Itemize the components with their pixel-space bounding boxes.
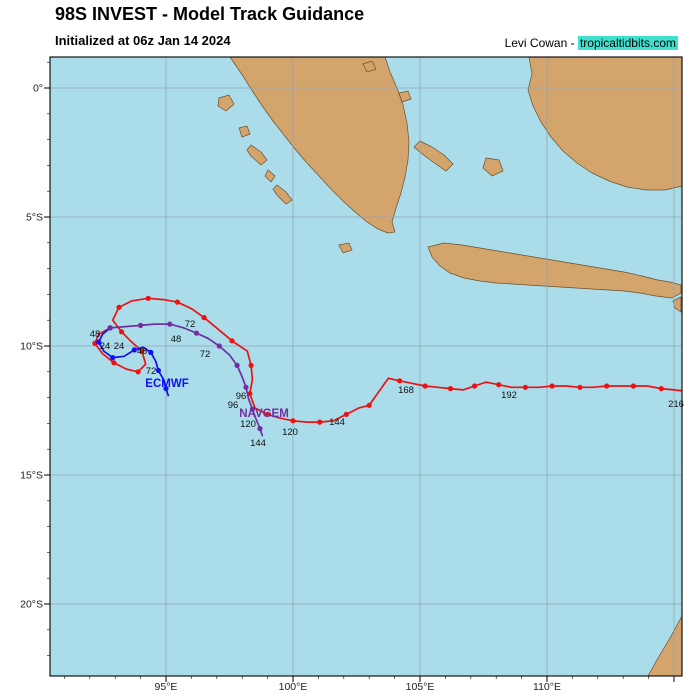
track-red-point: [658, 386, 664, 392]
track-red-point: [366, 402, 372, 408]
land-pagai: [272, 184, 293, 205]
track-red-point: [496, 382, 502, 388]
track-purple-point: [193, 330, 200, 336]
hour-label: 72: [185, 319, 196, 330]
hour-label: 168: [398, 385, 414, 396]
track-red-point: [145, 295, 151, 301]
lat-label: 15°S: [20, 470, 43, 482]
land-sumatra: [229, 57, 410, 234]
grid: [50, 57, 682, 676]
hour-label: 48: [90, 329, 101, 340]
track-red-point: [174, 299, 180, 305]
model-label-blue: ECMWF: [145, 378, 188, 390]
hour-label: 144: [329, 417, 345, 428]
track-blue-point: [131, 347, 137, 353]
track-red-point: [522, 384, 529, 390]
land-belitung: [482, 157, 504, 177]
track-red-point: [135, 369, 141, 375]
track-red-point: [630, 383, 637, 389]
track-red-point: [229, 338, 235, 344]
track-blue-point: [110, 355, 116, 361]
track-purple-point: [138, 322, 144, 328]
lat-label: 5°S: [26, 212, 43, 224]
track-red-point: [111, 360, 117, 366]
land-borneo: [527, 57, 682, 191]
hour-label: 120: [282, 427, 298, 438]
hour-label: 96: [236, 391, 247, 402]
hour-label: 192: [501, 390, 517, 401]
lon-label: 110°E: [533, 681, 561, 693]
land-enggano: [338, 242, 353, 254]
track-red-point: [422, 383, 428, 389]
track-red-point: [447, 386, 454, 392]
track-red-point: [604, 383, 610, 389]
track-purple-point: [234, 362, 240, 368]
lat-label: 20°S: [20, 599, 43, 611]
hour-label: 48: [137, 346, 148, 357]
land-java: [427, 242, 682, 299]
land-siberut: [246, 144, 268, 166]
credit-site-link[interactable]: tropicaltidbits.com: [577, 36, 678, 50]
track-red-point: [397, 378, 403, 384]
page-title: 98S INVEST - Model Track Guidance: [55, 4, 365, 24]
track-red-point: [343, 411, 349, 417]
hour-label: 24: [114, 341, 125, 352]
track-red-point: [577, 384, 583, 390]
model-tracks: [92, 295, 689, 437]
lat-label: 0°: [33, 83, 43, 95]
credit: Levi Cowan - tropicaltidbits.com: [505, 36, 678, 50]
land-bangka: [413, 140, 454, 172]
land-group: [217, 57, 682, 676]
land-lingga: [398, 90, 412, 103]
hour-label: 96: [228, 400, 239, 411]
track-red-point: [265, 411, 271, 417]
track-red-point: [139, 348, 145, 354]
hour-label: 216: [668, 399, 684, 410]
lon-label: 95°E: [155, 681, 178, 693]
lon-label: 105°E: [406, 681, 435, 693]
hour-label: 72: [200, 349, 211, 360]
track-red-point: [549, 383, 555, 389]
init-time-label: Initialized at 06z Jan 14 2024: [55, 33, 231, 48]
hour-label: 24: [100, 341, 111, 352]
land-riau: [362, 60, 377, 73]
track-purple-point: [216, 343, 222, 349]
track-purple-point: [249, 406, 255, 412]
land-batu: [238, 125, 251, 138]
axis-labels: 0° 5°S 10°S 15°S 20°S 95°E 100°E 105°E 110°E: [20, 61, 675, 693]
hour-label: 48: [171, 334, 182, 345]
track-red-point: [201, 315, 207, 321]
track-red-point: [684, 389, 689, 394]
track-blue-point: [163, 386, 169, 392]
land-nias: [217, 94, 235, 112]
track-red-point: [116, 304, 122, 310]
hour-label: 72: [146, 366, 157, 377]
track-red-point: [248, 362, 254, 368]
land-sipora: [264, 169, 276, 183]
track-purple-point: [243, 384, 249, 390]
track-red-point: [317, 419, 323, 425]
hour-label: 120: [240, 419, 256, 430]
hour-label: 144: [250, 438, 266, 449]
track-purple-point: [107, 325, 113, 331]
track-red-point: [472, 383, 478, 389]
credit-author: Levi Cowan -: [504, 36, 578, 50]
map-frame: [49, 56, 683, 677]
track-blue-point: [96, 339, 102, 345]
track-red-point: [119, 329, 125, 335]
lon-label: 100°E: [279, 681, 308, 693]
track-blue-point: [155, 367, 161, 374]
model-label-purple: NAVGEM: [239, 408, 289, 420]
land-australia-nw: [647, 615, 682, 676]
track-purple-point: [257, 426, 263, 432]
track-blue-point: [148, 349, 154, 355]
lat-label: 10°S: [20, 341, 43, 353]
track-purple-point: [167, 321, 173, 327]
track-red-point: [290, 418, 296, 424]
track-red: [93, 297, 682, 423]
